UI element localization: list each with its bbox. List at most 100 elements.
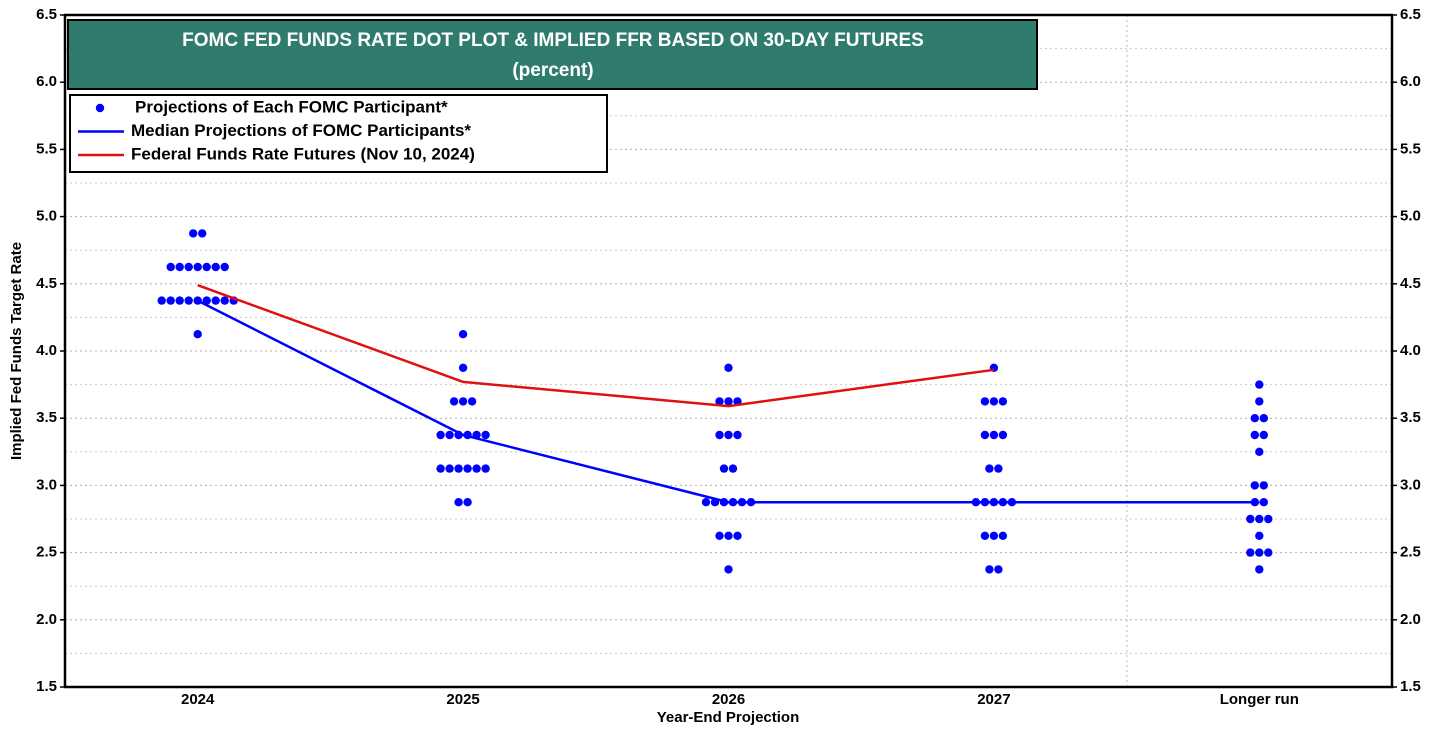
x-axis-label: Year-End Projection xyxy=(657,709,800,726)
y-axis-label: Implied Fed Funds Target Rate xyxy=(8,242,25,460)
x-tick-label: 2027 xyxy=(977,691,1010,708)
dot xyxy=(719,464,729,473)
dot xyxy=(220,296,229,305)
dot xyxy=(175,262,184,272)
dot xyxy=(175,296,184,305)
chart-title: FOMC FED FUNDS RATE DOT PLOT & IMPLIED F… xyxy=(182,30,924,51)
dot xyxy=(1264,514,1273,524)
y2-tick-label: 4.0 xyxy=(1400,342,1421,359)
line xyxy=(197,299,1260,504)
y2-tick-label: 2.5 xyxy=(1400,544,1421,561)
dot xyxy=(989,430,999,440)
dot xyxy=(994,565,1003,574)
dot xyxy=(184,296,193,305)
dot xyxy=(467,397,477,406)
dot xyxy=(436,430,445,440)
dot xyxy=(985,464,994,473)
dot xyxy=(724,363,733,372)
title-box xyxy=(67,19,1038,90)
dot xyxy=(998,531,1008,540)
dot xyxy=(189,229,198,238)
x-tick-label: 2024 xyxy=(181,691,215,708)
dot xyxy=(1250,430,1260,440)
y2-tick-label: 1.5 xyxy=(1400,678,1421,695)
dot xyxy=(472,464,481,473)
legend-box xyxy=(69,94,608,173)
dot xyxy=(445,464,454,473)
legend: Projections of Each FOMC Participant* Med… xyxy=(78,97,475,163)
y-tick-label: 5.5 xyxy=(36,140,57,157)
dot xyxy=(198,229,207,238)
x-tick-label: 2025 xyxy=(446,691,479,708)
dot xyxy=(463,464,472,473)
dot xyxy=(166,296,175,305)
y2-tick-label: 3.0 xyxy=(1400,476,1421,493)
dot xyxy=(998,430,1008,440)
dot xyxy=(481,430,490,440)
dot xyxy=(1255,548,1264,557)
dot xyxy=(980,430,990,440)
y-tick-label: 4.0 xyxy=(36,342,57,359)
dot xyxy=(1255,380,1264,389)
y-tick-label: 1.5 xyxy=(36,678,57,695)
x-tick-label: 2026 xyxy=(712,691,745,708)
dot xyxy=(220,262,229,272)
dot xyxy=(458,397,468,406)
dot xyxy=(481,464,490,473)
y2-tick-label: 4.5 xyxy=(1400,275,1421,292)
dot xyxy=(193,330,202,339)
dot xyxy=(458,330,468,339)
legend-label: Projections of Each FOMC Participant* xyxy=(135,97,448,116)
y2-tick-label: 3.5 xyxy=(1400,409,1421,426)
dot xyxy=(458,363,468,372)
marks xyxy=(157,229,1273,574)
dot xyxy=(1255,397,1264,406)
dot xyxy=(733,430,742,440)
dot xyxy=(715,397,724,406)
legend-label: Federal Funds Rate Futures (Nov 10, 2024… xyxy=(131,144,475,163)
dot xyxy=(724,531,733,540)
y-tick-label: 2.5 xyxy=(36,544,57,561)
dot xyxy=(1250,414,1260,423)
dot xyxy=(989,397,999,406)
y-tick-label: 3.5 xyxy=(36,409,57,426)
dot xyxy=(463,498,472,507)
y2-tick-label: 5.0 xyxy=(1400,208,1421,225)
y-tick-label: 4.5 xyxy=(36,275,57,292)
dot xyxy=(211,296,220,305)
dot xyxy=(193,262,202,272)
dot xyxy=(998,397,1008,406)
dot xyxy=(1259,430,1269,440)
dot xyxy=(724,430,733,440)
dot xyxy=(980,531,990,540)
y-tick-label: 6.5 xyxy=(36,6,57,23)
legend-label: Median Projections of FOMC Participants* xyxy=(131,121,471,140)
dot xyxy=(1259,414,1269,423)
dot xyxy=(980,397,990,406)
dot xyxy=(724,397,733,406)
dot xyxy=(994,464,1003,473)
dot xyxy=(1246,514,1255,524)
y-tick-label: 6.0 xyxy=(36,73,57,90)
y2-tick-label: 6.0 xyxy=(1400,73,1421,90)
dot xyxy=(166,262,175,272)
dot xyxy=(733,531,742,540)
dot xyxy=(1259,498,1269,507)
y-tick-label: 2.0 xyxy=(36,611,57,628)
y2-tick-label: 5.5 xyxy=(1400,140,1421,157)
dot xyxy=(454,498,463,507)
dot xyxy=(1246,548,1255,557)
dot xyxy=(1255,565,1264,574)
line xyxy=(197,283,995,408)
x-tick-label: Longer run xyxy=(1220,691,1299,708)
dot xyxy=(1264,548,1273,557)
dot xyxy=(989,531,999,540)
dot xyxy=(715,430,724,440)
dot xyxy=(1255,447,1264,456)
y2-tick-label: 6.5 xyxy=(1400,6,1421,23)
dot xyxy=(445,430,454,440)
dot xyxy=(724,565,733,574)
legend-swatch xyxy=(95,103,105,113)
y-tick-label: 3.0 xyxy=(36,476,57,493)
dot xyxy=(449,397,459,406)
